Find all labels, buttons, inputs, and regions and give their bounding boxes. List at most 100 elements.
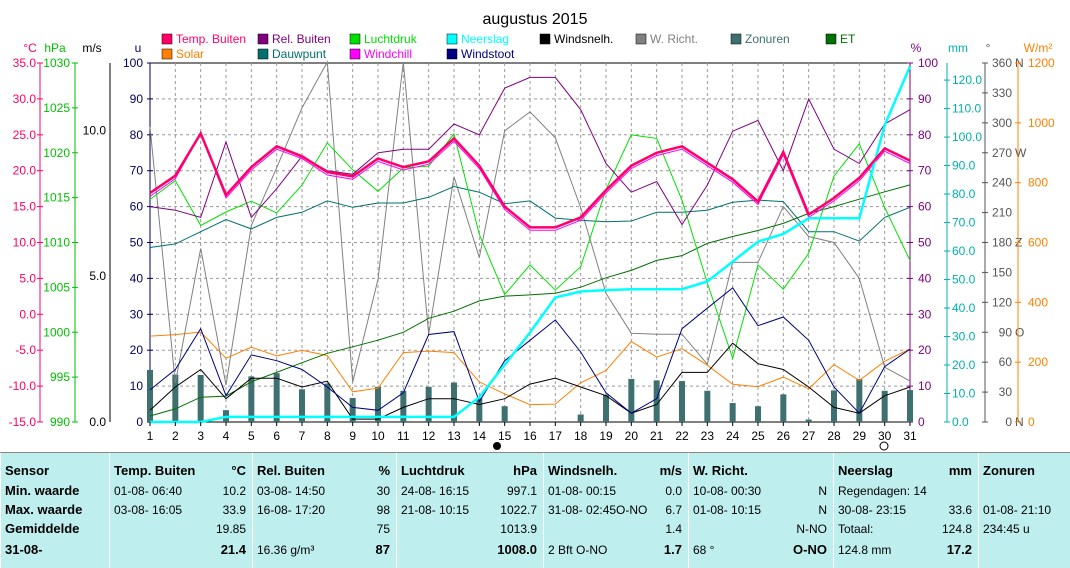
wind-min-time: 01-08- 00:15: [548, 484, 617, 498]
full-moon-marker: [879, 441, 889, 451]
wind-last: 1.7: [663, 542, 682, 557]
x-tick-label: 23: [701, 429, 715, 443]
zonuren-bar: [729, 402, 736, 422]
richt-last: O-NO: [793, 542, 827, 557]
uur-tick-label: 90: [130, 92, 144, 106]
uur-tick-label: 100: [123, 56, 143, 70]
x-tick-label: 19: [599, 429, 613, 443]
mm-tick-label: 50.0: [952, 273, 976, 287]
zonuren-bar: [831, 390, 837, 422]
min-label: Min. waarde: [5, 483, 80, 498]
stats-temp-col: Temp. Buiten °C 01-08- 06:40 10.2 03-08- 1…: [109, 453, 252, 568]
celsius-tick-label: -10.0: [9, 379, 37, 393]
deg-tick-label: 60: [999, 355, 1013, 369]
x-tick-label: 15: [498, 429, 512, 443]
axis-unit-label: u: [135, 41, 142, 55]
legend-label: Neerslag: [461, 32, 509, 46]
wind-max-time: 31-08- 02:45O-NO: [548, 503, 648, 517]
wind-min: 0.0: [665, 484, 682, 498]
x-tick-label: 28: [827, 429, 841, 443]
axis-unit-label: mm: [948, 41, 968, 55]
celsius-tick-label: 5.0: [19, 271, 36, 285]
zonuren-bars: [147, 369, 913, 422]
neerslag-max: 33.6: [948, 503, 972, 517]
zonuren-bar: [273, 373, 280, 422]
zonuren-bar: [704, 390, 711, 422]
percent-tick-label: 50: [918, 236, 932, 250]
deg-tick-label: 30: [999, 385, 1013, 399]
wm2-tick-label: 600: [1028, 236, 1048, 250]
celsius-tick-label: -15.0: [9, 415, 37, 429]
neerslag-header: Neerslag: [838, 463, 893, 478]
percent-tick-label: 70: [918, 164, 932, 178]
stats-richt-col: W. Richt. 10-08- 00:30 N 01-08- 10:15 N N-…: [688, 453, 833, 568]
celsius-tick-label: 10.0: [13, 236, 37, 250]
temp-unit: °C: [231, 463, 246, 478]
zonuren-bar: [400, 390, 407, 422]
neerslag-last: 17.2: [946, 542, 972, 557]
series-line-dauwpunt: [149, 185, 911, 248]
uur-tick-label: 40: [130, 271, 144, 285]
legend-label: W. Richt.: [650, 32, 698, 46]
x-tick-label: 22: [675, 429, 689, 443]
rel-max: 98: [376, 503, 390, 517]
hpa-tick-label: 1000: [43, 325, 70, 339]
temp-min: 10.2: [222, 484, 246, 498]
mm-tick-label: 0.0: [952, 415, 969, 429]
temp-min-time: 01-08- 06:40: [114, 484, 183, 498]
druk-min-time: 24-08- 16:15: [401, 484, 470, 498]
series-line-windsnelh-: [149, 342, 911, 420]
stats-rel-col: Rel. Buiten% 03-08- 14:50 30 16-08- 17:20…: [252, 453, 396, 568]
axis-unit-label: °: [986, 41, 991, 55]
zonuren-bar: [476, 397, 483, 422]
druk-max-time: 21-08- 10:15: [401, 503, 470, 517]
uur-tick-label: 80: [130, 128, 144, 142]
percent-tick-label: 0: [918, 415, 925, 429]
legend-swatch: [635, 33, 647, 45]
percent-tick-label: 100: [918, 56, 938, 70]
ms-tick-label: 5.0: [89, 269, 106, 283]
hpa-tick-label: 1015: [43, 191, 70, 205]
legend-label: Luchtdruk: [364, 32, 418, 46]
deg-tick-label: 0: [1005, 415, 1012, 429]
hpa-tick-label: 990: [50, 415, 70, 429]
uur-tick-label: 0: [136, 415, 143, 429]
legend-swatch: [349, 48, 361, 60]
uur-tick-label: 20: [130, 343, 144, 357]
mm-tick-label: 10.0: [952, 387, 976, 401]
zonuren-bar: [197, 374, 204, 422]
wm2-tick-label: 400: [1028, 295, 1048, 309]
richt-last-extra: 68 °: [693, 543, 715, 557]
zonuren-bar: [577, 414, 584, 422]
deg-tick-label: 90: [999, 325, 1013, 339]
x-tick-label: 29: [853, 429, 867, 443]
druk-min: 997.1: [506, 484, 537, 498]
mm-tick-label: 90.0: [952, 159, 976, 173]
zonuren-bar: [172, 374, 179, 422]
x-tick-label: 26: [777, 429, 791, 443]
x-tick-label: 16: [523, 429, 537, 443]
stats-zonuren-col: Zonuren 01-08- 21:10 234:45 u: [978, 453, 1070, 568]
celsius-tick-label: 15.0: [13, 200, 37, 214]
legend-swatch: [446, 33, 458, 45]
axis-unit-label: °C: [23, 41, 37, 55]
wm2-tick-label: 800: [1028, 176, 1048, 190]
percent-tick-label: 80: [918, 128, 932, 142]
zonuren-bar: [603, 394, 609, 422]
uur-tick-label: 60: [130, 200, 144, 214]
percent-tick-label: 30: [918, 307, 932, 321]
legend-swatch: [257, 33, 269, 45]
x-tick-label: 4: [223, 429, 230, 443]
x-tick-label: 1: [147, 429, 154, 443]
legend-swatch: [446, 48, 458, 60]
celsius-tick-label: 35.0: [13, 56, 37, 70]
series-lines: [149, 60, 912, 424]
legend: Temp. Buiten Rel. Buiten Luchtdruk Neerslag…: [161, 32, 856, 61]
legend-label: ET: [840, 32, 856, 46]
series-line-temp-buiten: [149, 130, 911, 229]
hpa-tick-label: 1025: [43, 101, 70, 115]
x-tick-label: 14: [473, 429, 487, 443]
compass-label: O: [1015, 325, 1024, 339]
temp-max: 33.9: [222, 503, 246, 517]
mm-tick-label: 60.0: [952, 244, 976, 258]
